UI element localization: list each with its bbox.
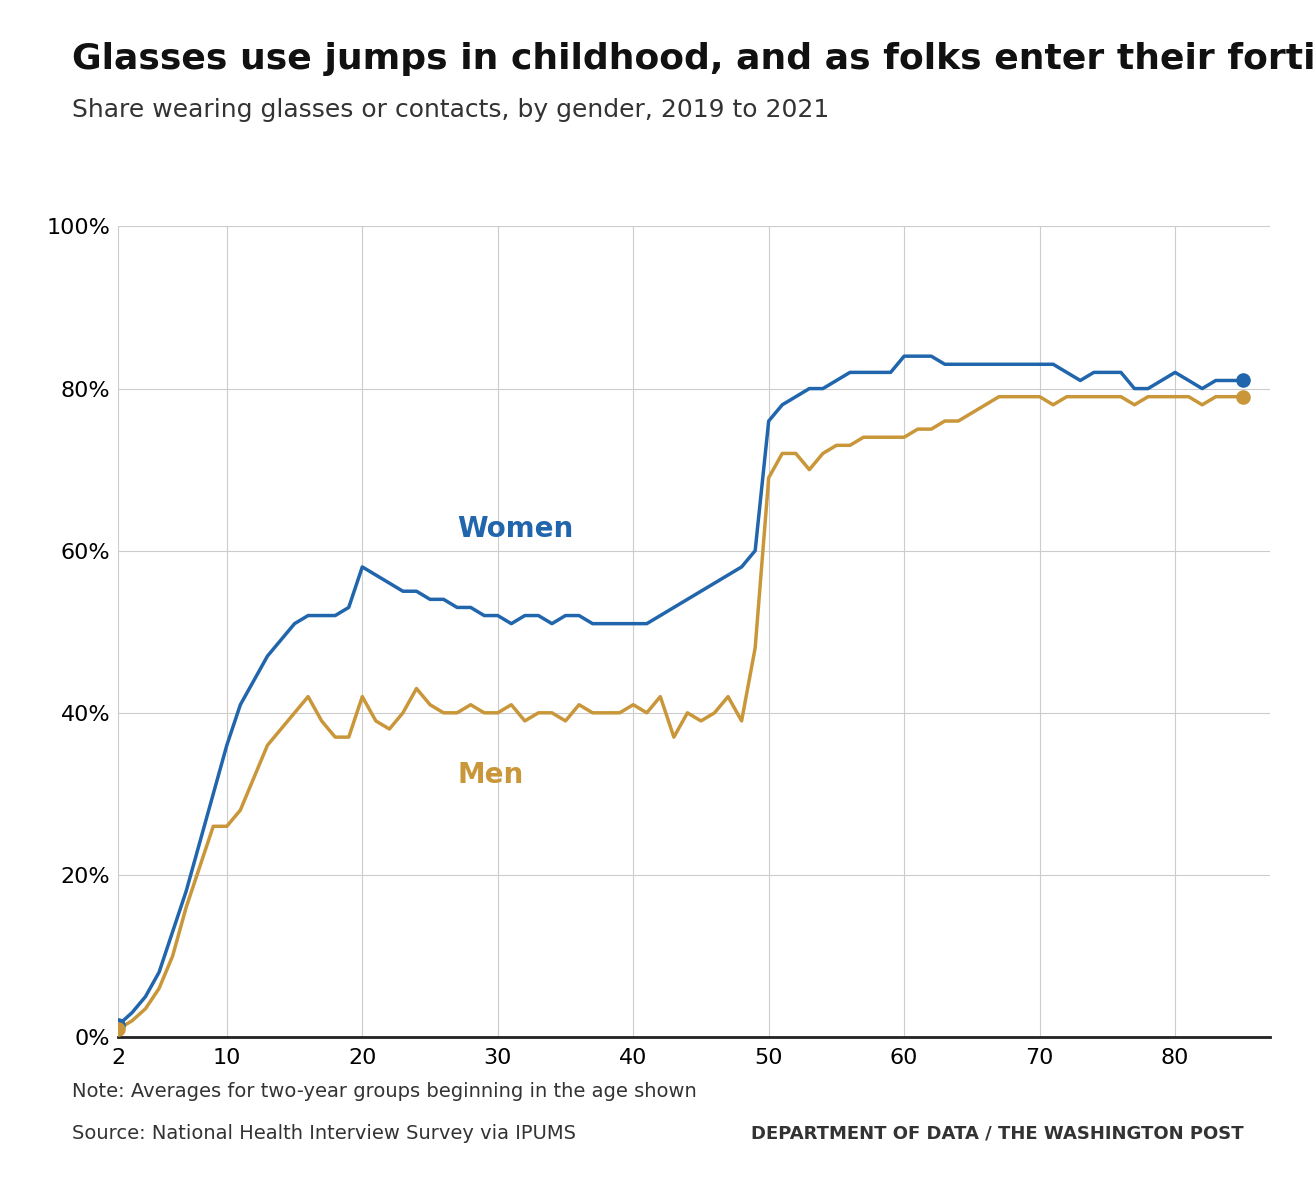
Text: Source: National Health Interview Survey via IPUMS: Source: National Health Interview Survey… bbox=[72, 1124, 576, 1143]
Text: Share wearing glasses or contacts, by gender, 2019 to 2021: Share wearing glasses or contacts, by ge… bbox=[72, 98, 829, 122]
Point bbox=[1232, 371, 1253, 390]
Text: Note: Averages for two-year groups beginning in the age shown: Note: Averages for two-year groups begin… bbox=[72, 1082, 697, 1101]
Text: Glasses use jumps in childhood, and as folks enter their forties: Glasses use jumps in childhood, and as f… bbox=[72, 42, 1316, 76]
Point bbox=[1232, 387, 1253, 406]
Text: Men: Men bbox=[457, 762, 524, 789]
Point bbox=[108, 1019, 129, 1038]
Text: Women: Women bbox=[457, 515, 574, 542]
Text: DEPARTMENT OF DATA / THE WASHINGTON POST: DEPARTMENT OF DATA / THE WASHINGTON POST bbox=[751, 1124, 1244, 1142]
Point bbox=[108, 1016, 129, 1035]
